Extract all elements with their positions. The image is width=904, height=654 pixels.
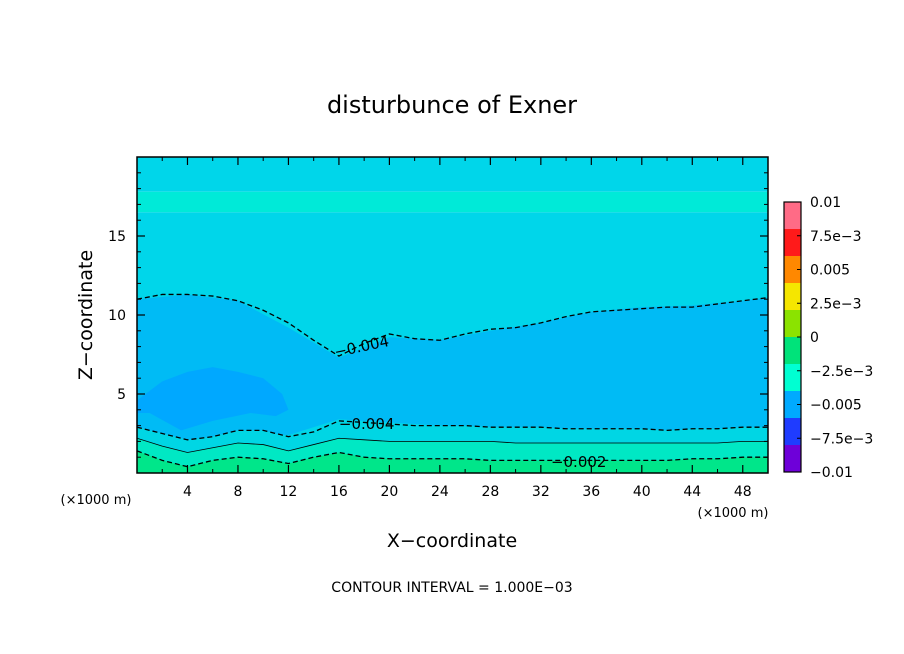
fill-region-minus-0005: [137, 367, 289, 431]
colorbar-swatch: [784, 229, 801, 257]
colorbar-swatch: [784, 256, 801, 284]
contour-line-2: [137, 437, 768, 453]
contour-line-0: [137, 293, 768, 357]
chart-title: disturbunce of Exner: [327, 91, 577, 119]
x-tick-label: 40: [633, 484, 651, 500]
x-tick-label: 44: [683, 484, 701, 500]
colorbar-swatch: [784, 202, 801, 230]
y-axis-label: Z−coordinate: [75, 250, 97, 380]
colorbar-label: −7.5e−3: [810, 431, 873, 447]
x-axis-label: X−coordinate: [387, 530, 517, 552]
colorbar-label: 0.005: [810, 263, 850, 279]
x-tick-label: 8: [233, 484, 242, 500]
fill-upper-band: [137, 191, 768, 213]
x-tick-label: 20: [380, 484, 398, 500]
plot-area: −0.004−0.004−0.002: [137, 157, 768, 473]
colorbar-label: 2.5e−3: [810, 296, 862, 312]
colorbar-label: 0.01: [810, 195, 841, 211]
colorbar-swatch: [784, 364, 801, 392]
x-tick-label: 24: [431, 484, 449, 500]
colorbar-label: −0.005: [810, 398, 862, 414]
fill-lower-band-3: [137, 450, 768, 473]
x-tick-label: 12: [280, 484, 298, 500]
colorbar-swatch: [784, 337, 801, 365]
x-tick-label: 36: [582, 484, 600, 500]
contour-interval-note: CONTOUR INTERVAL = 1.000E−03: [331, 580, 572, 596]
colorbar-label: 7.5e−3: [810, 229, 862, 245]
contour-line-1: [137, 420, 768, 441]
colorbar-swatch: [784, 391, 801, 419]
colorbar-swatch: [784, 283, 801, 311]
x-tick-label: 16: [330, 484, 348, 500]
x-unit-label: (×1000 m): [698, 506, 769, 521]
fill-region-minus-0004: [137, 294, 768, 440]
fill-top-band: [137, 157, 768, 192]
fill-lower-band-2: [137, 438, 768, 467]
y-unit-label: (×1000 m): [61, 493, 132, 508]
contour-label-2: −0.002: [551, 453, 607, 471]
y-tick-label: 5: [117, 387, 126, 403]
colorbar-swatch: [784, 418, 801, 446]
colorbar-swatch: [784, 310, 801, 338]
colorbar-label: −2.5e−3: [810, 364, 873, 380]
fill-lower-band-1: [137, 420, 768, 453]
x-tick-label: 48: [734, 484, 752, 500]
contour-line-3: [137, 450, 768, 468]
y-tick-label: 15: [108, 229, 126, 245]
colorbar-label: −0.01: [810, 465, 853, 481]
colorbar-swatch: [784, 445, 801, 473]
contour-label-1: −0.004: [339, 415, 395, 433]
y-tick-label: 10: [108, 308, 126, 324]
x-tick-label: 4: [183, 484, 192, 500]
colorbar-label: 0: [810, 330, 819, 346]
x-tick-label: 32: [532, 484, 550, 500]
x-tick-label: 28: [481, 484, 499, 500]
colorbar: 0.01 7.5e−3 0.005 2.5e−3 0 −2.5e−3 −0.005 −7.5e…: [783, 195, 873, 481]
